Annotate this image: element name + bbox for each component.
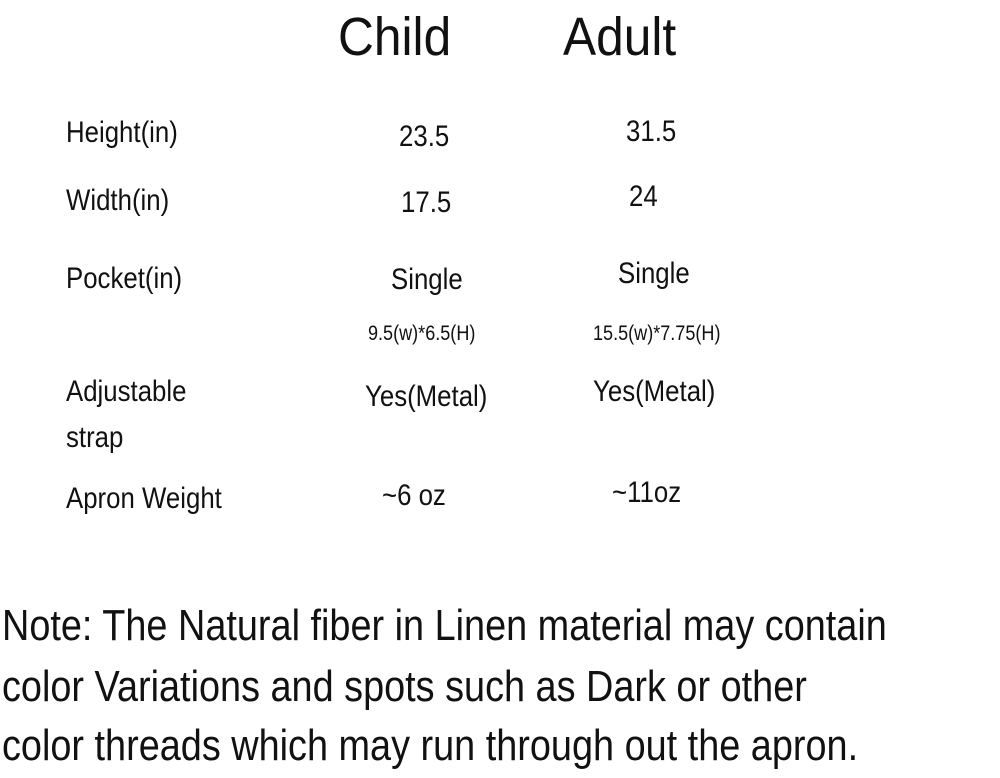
label-adjustable: Adjustable [66,375,187,408]
note-line-2: color Variations and spots such as Dark … [2,662,807,711]
child-weight: ~6 oz [382,479,446,512]
adult-height: 31.5 [626,115,677,148]
label-height: Height(in) [66,116,178,149]
adult-pocket-size: 15.5(w)*7.75(H) [593,322,721,345]
child-pocket-size: 9.5(w)*6.5(H) [368,322,476,345]
label-weight: Apron Weight [66,482,222,515]
child-height: 23.5 [399,120,450,153]
header-adult: Adult [563,7,677,67]
label-pocket: Pocket(in) [66,262,183,295]
child-width: 17.5 [401,186,452,219]
header-child: Child [338,7,452,67]
note-line-1: Note: The Natural fiber in Linen materia… [2,601,887,650]
child-strap: Yes(Metal) [365,380,488,413]
adult-strap: Yes(Metal) [593,375,716,408]
adult-width: 24 [629,180,658,213]
label-strap: strap [66,421,124,454]
note-line-3: color threads which may run through out … [2,721,859,770]
adult-pocket: Single [618,257,690,290]
child-pocket: Single [391,263,463,296]
label-width: Width(in) [66,184,170,217]
adult-weight: ~11oz [612,476,682,509]
